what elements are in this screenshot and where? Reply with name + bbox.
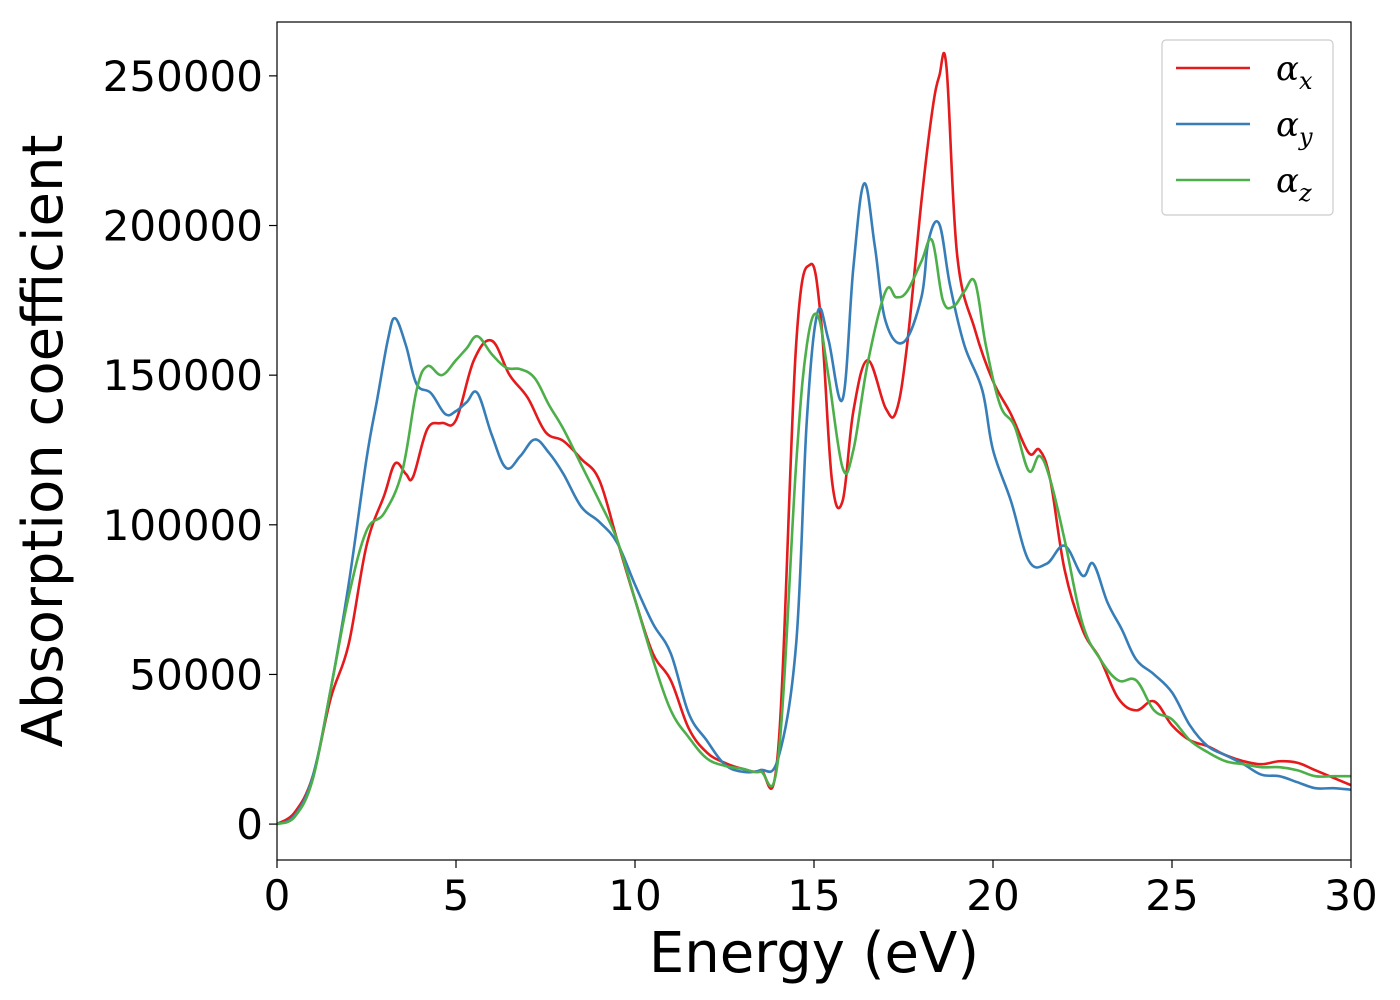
- legend-label-y: αy: [1276, 105, 1313, 151]
- legend-label-z: αz: [1276, 161, 1312, 207]
- y-tick-label: 250000: [103, 52, 263, 101]
- y-tick-label: 150000: [103, 351, 263, 400]
- legend-box: [1161, 39, 1334, 216]
- series-layer: [277, 51, 1351, 826]
- y-axis-title: Absorption coefficient: [11, 135, 76, 748]
- x-tick-label: 20: [966, 871, 1019, 920]
- x-tick-label: 5: [443, 871, 470, 920]
- legend: αx αy αz: [1161, 39, 1334, 216]
- series-line-y: [277, 182, 1351, 826]
- x-tick-label: 30: [1324, 871, 1377, 920]
- x-ticks: 0 5 10 15 20 25 30: [264, 860, 1378, 920]
- y-tick-label: 100000: [103, 501, 263, 550]
- y-tick-label: 50000: [129, 650, 263, 699]
- x-tick-label: 0: [264, 871, 291, 920]
- x-axis-title: Energy (eV): [649, 921, 979, 986]
- x-tick-label: 15: [787, 871, 840, 920]
- series-line-z: [277, 237, 1351, 826]
- series-line-x: [277, 51, 1351, 826]
- legend-label-x: αx: [1276, 49, 1313, 95]
- y-tick-label: 0: [236, 800, 263, 849]
- x-tick-label: 25: [1145, 871, 1198, 920]
- y-ticks: 0 50000 100000 150000 200000 250000: [103, 52, 277, 849]
- y-tick-label: 200000: [103, 202, 263, 251]
- x-tick-label: 10: [608, 871, 661, 920]
